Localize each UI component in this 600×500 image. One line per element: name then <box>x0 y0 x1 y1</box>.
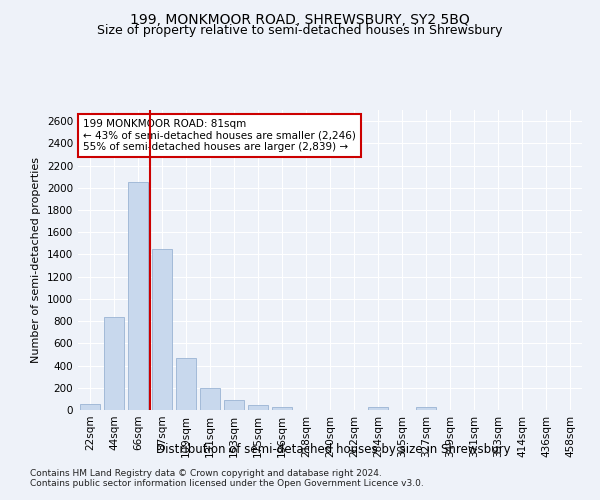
Bar <box>200 388 220 410</box>
Bar <box>416 407 436 410</box>
Text: 199 MONKMOOR ROAD: 81sqm
← 43% of semi-detached houses are smaller (2,246)
55% o: 199 MONKMOOR ROAD: 81sqm ← 43% of semi-d… <box>83 119 356 152</box>
Bar <box>176 358 196 410</box>
Text: Contains public sector information licensed under the Open Government Licence v3: Contains public sector information licen… <box>30 478 424 488</box>
Bar <box>80 404 100 410</box>
Bar <box>128 182 148 410</box>
Bar <box>104 316 124 410</box>
Bar <box>248 406 268 410</box>
Bar <box>224 400 244 410</box>
Bar <box>368 407 388 410</box>
Text: Size of property relative to semi-detached houses in Shrewsbury: Size of property relative to semi-detach… <box>97 24 503 37</box>
Bar <box>152 249 172 410</box>
Text: Contains HM Land Registry data © Crown copyright and database right 2024.: Contains HM Land Registry data © Crown c… <box>30 468 382 477</box>
Text: Distribution of semi-detached houses by size in Shrewsbury: Distribution of semi-detached houses by … <box>155 442 511 456</box>
Y-axis label: Number of semi-detached properties: Number of semi-detached properties <box>31 157 41 363</box>
Text: 199, MONKMOOR ROAD, SHREWSBURY, SY2 5BQ: 199, MONKMOOR ROAD, SHREWSBURY, SY2 5BQ <box>130 12 470 26</box>
Bar <box>272 407 292 410</box>
